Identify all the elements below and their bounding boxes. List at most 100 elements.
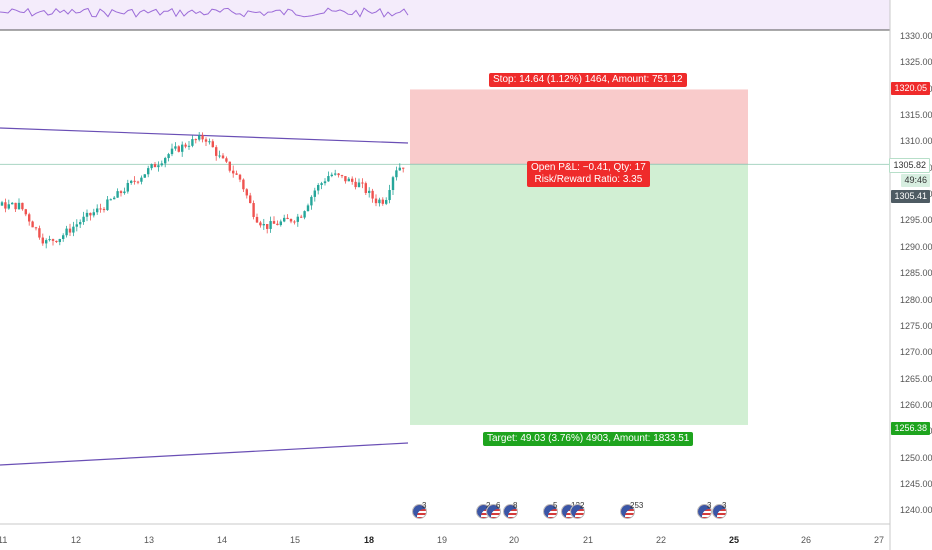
- candle-body: [391, 177, 395, 191]
- date-tick-label: 27: [874, 535, 885, 545]
- candle-body: [123, 191, 126, 194]
- price-tick-label: 1245.00: [900, 478, 932, 489]
- candle-body: [109, 199, 112, 201]
- price-tick-label: 1275.00: [900, 320, 932, 331]
- pnl-label[interactable]: Open P&L: −0.41, Qty: 17 Risk/Reward Rat…: [527, 161, 650, 187]
- candle-body: [300, 216, 303, 218]
- candle-body: [272, 221, 276, 224]
- candle-body: [259, 222, 262, 226]
- candle-body: [17, 202, 21, 210]
- candle-body: [252, 203, 255, 217]
- stop-label[interactable]: Stop: 14.64 (1.12%) 1464, Amount: 751.12: [489, 73, 687, 87]
- candle-body: [269, 221, 272, 229]
- candle-body: [14, 202, 17, 210]
- candle-body: [323, 181, 327, 184]
- candle-body: [211, 141, 214, 148]
- candle-body: [279, 221, 282, 226]
- candle-body: [136, 181, 140, 183]
- date-tick-label: 18: [364, 535, 375, 545]
- candle-body: [150, 164, 153, 169]
- candle-body: [388, 190, 391, 201]
- candle-body: [48, 239, 51, 241]
- candle-body: [371, 190, 374, 199]
- candle-body: [385, 200, 388, 204]
- event-count: 3: [707, 501, 712, 510]
- candle-body: [96, 208, 99, 213]
- price-tick-label: 1295.00: [900, 215, 932, 226]
- date-tick-label: 21: [583, 535, 594, 545]
- candle-body: [354, 181, 357, 188]
- candle-body: [334, 173, 337, 175]
- candle-body: [293, 221, 296, 223]
- candle-body: [177, 146, 180, 152]
- candle-body: [204, 139, 208, 142]
- candle-body: [228, 161, 231, 171]
- date-tick-label: 20: [509, 535, 520, 545]
- candle-body: [395, 170, 398, 178]
- candle-body: [368, 190, 371, 193]
- date-tick-label: 13: [144, 535, 155, 545]
- candle-body: [218, 155, 221, 157]
- candle-body: [174, 146, 177, 149]
- candle-body: [276, 223, 279, 226]
- us-flag-icon: [570, 504, 585, 519]
- target-label[interactable]: Target: 49.03 (3.76%) 4903, Amount: 1833…: [483, 432, 694, 446]
- candle-body: [28, 214, 31, 222]
- candle-body: [381, 199, 384, 204]
- candle-body: [340, 175, 344, 177]
- candle-body: [72, 226, 75, 233]
- candle-body: [208, 141, 211, 143]
- candle-body: [68, 228, 72, 233]
- candle-body: [398, 167, 401, 171]
- candle-body: [357, 182, 361, 188]
- target-price-tag: 1256.38: [891, 422, 930, 435]
- candle-body: [402, 167, 405, 169]
- candle-body: [143, 174, 146, 178]
- price-tick-label: 1285.00: [900, 268, 932, 279]
- candle-body: [255, 216, 259, 223]
- candle-body: [266, 224, 269, 229]
- candle-body: [75, 224, 78, 227]
- price-tick-label: 1260.00: [900, 399, 932, 410]
- candle-body: [242, 179, 245, 190]
- candle-body: [4, 202, 7, 209]
- event-count: 253: [630, 501, 644, 510]
- us-flag-icon: [412, 504, 427, 519]
- rsi-line: [0, 7, 409, 18]
- us-flag-icon: [712, 504, 727, 519]
- candle-body: [31, 221, 34, 228]
- last-price-tag: 1305.41: [891, 190, 930, 203]
- date-tick-label: 12: [71, 535, 82, 545]
- candle-body: [170, 148, 174, 155]
- event-count: 5: [553, 501, 558, 510]
- candle-body: [225, 158, 228, 162]
- candle-body: [235, 173, 238, 175]
- candle-body: [283, 217, 286, 222]
- candle-body: [130, 180, 133, 183]
- candle-body: [147, 168, 150, 175]
- candle-body: [215, 147, 218, 156]
- candle-body: [351, 178, 354, 182]
- us-flag-icon: [503, 504, 518, 519]
- event-count: 3: [722, 501, 727, 510]
- date-tick-label: 11: [0, 535, 8, 545]
- candle-body: [92, 212, 95, 216]
- date-tick-label: 15: [290, 535, 301, 545]
- target-zone: [410, 164, 748, 425]
- candle-body: [320, 183, 323, 186]
- candle-body: [21, 202, 24, 210]
- price-tick-label: 1280.00: [900, 294, 932, 305]
- us-flag-icon: [543, 504, 558, 519]
- us-flag-icon: [697, 504, 712, 519]
- candle-body: [296, 216, 299, 222]
- candle-body: [65, 228, 68, 236]
- candle-body: [286, 217, 289, 220]
- candle-body: [245, 189, 248, 196]
- open-pnl-text: Open P&L: −0.41, Qty: 17: [531, 162, 646, 173]
- event-count: 2: [580, 501, 585, 510]
- price-tick-label: 1330.00: [900, 31, 932, 41]
- candle-body: [41, 237, 44, 244]
- channel-lower-line: [0, 442, 409, 466]
